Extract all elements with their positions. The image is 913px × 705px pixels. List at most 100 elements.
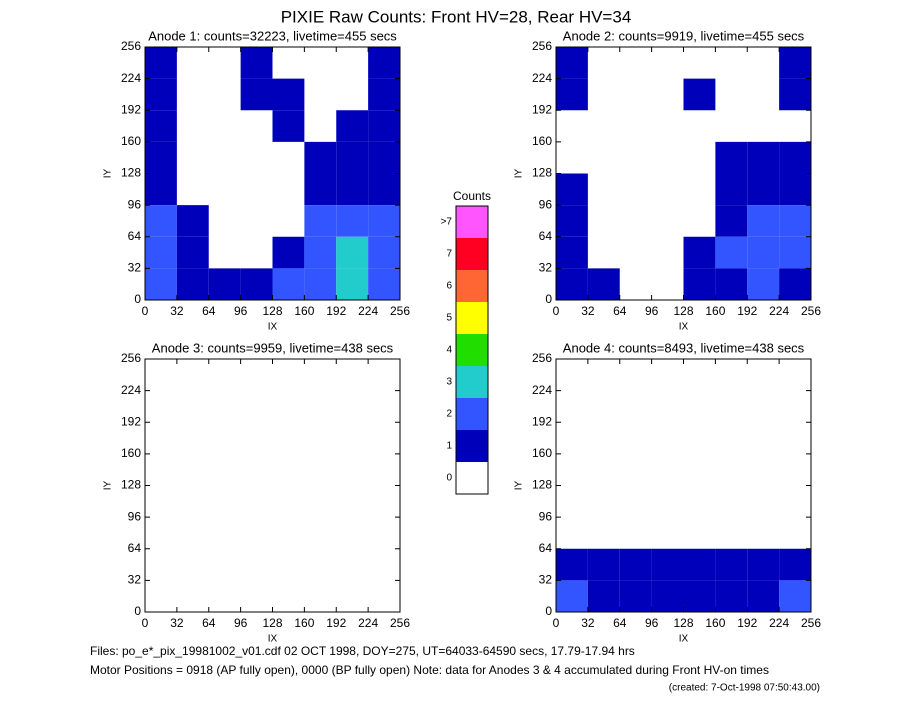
x-tick-label: 32 (170, 616, 184, 630)
heat-cell (556, 548, 588, 581)
colorbar-swatch (456, 430, 488, 462)
heat-cell (368, 78, 400, 111)
y-tick-label: 0 (545, 604, 552, 618)
heat-cell (368, 173, 400, 206)
colorbar-label: 4 (446, 345, 452, 356)
y-tick-label: 0 (545, 292, 552, 306)
panel-title: Anode 3: counts=9959, livetime=438 secs (152, 340, 394, 355)
x-tick-label: 160 (294, 616, 314, 630)
heat-cell (747, 236, 780, 269)
figure-title: PIXIE Raw Counts: Front HV=28, Rear HV=3… (281, 7, 632, 26)
x-tick-label: 0 (142, 304, 149, 318)
note: (created: 7-Oct-1998 07:50:43.00) (669, 683, 820, 694)
heat-cell (556, 47, 588, 79)
heat-cell (747, 141, 780, 174)
heat-cell (619, 548, 652, 581)
heat-cell (683, 548, 716, 581)
x-tick-label: 64 (613, 616, 627, 630)
colorbar-label: >7 (441, 217, 453, 228)
x-tick-label: 256 (801, 616, 821, 630)
colorbar-swatch (456, 366, 488, 398)
heat-cell (779, 205, 811, 237)
y-tick-label: 256 (532, 39, 552, 53)
x-tick-label: 192 (326, 616, 346, 630)
heat-cell (176, 268, 209, 300)
heat-cell (145, 110, 177, 142)
y-tick-label: 96 (539, 509, 553, 523)
heat-cell (747, 205, 780, 237)
heat-cell (240, 78, 273, 111)
y-tick-label: 224 (532, 383, 552, 397)
heat-cell (368, 141, 400, 174)
y-tick-label: 192 (121, 414, 141, 428)
heat-cell (587, 548, 620, 581)
y-tick-label: 64 (539, 229, 553, 243)
y-tick-label: 128 (121, 166, 141, 180)
x-tick-label: 192 (737, 616, 757, 630)
heat-cell (779, 78, 811, 111)
heat-cell (651, 548, 684, 581)
heat-cell (556, 78, 588, 111)
colorbar-swatch (456, 270, 488, 302)
y-tick-label: 160 (121, 446, 141, 460)
heat-cell (587, 580, 620, 612)
y-axis-label: IY (103, 480, 114, 490)
y-tick-label: 64 (128, 541, 142, 555)
heat-cell (747, 548, 780, 581)
heat-cell (556, 236, 588, 269)
colorbar-label: 7 (446, 249, 452, 260)
colorbar-swatch (456, 462, 488, 494)
heat-cell (272, 110, 305, 142)
heat-cell (336, 268, 369, 300)
heat-cell (145, 47, 177, 79)
y-tick-label: 32 (539, 261, 553, 275)
heat-cell (145, 173, 177, 206)
heat-cell (336, 110, 369, 142)
y-tick-label: 0 (134, 292, 141, 306)
heat-cell (715, 141, 748, 174)
heat-cell (368, 110, 400, 142)
heat-cell (715, 548, 748, 581)
colorbar-label: 3 (446, 377, 452, 388)
heat-cell (145, 236, 177, 269)
heat-cell (368, 236, 400, 269)
x-tick-label: 0 (142, 616, 149, 630)
heat-cell (587, 268, 620, 300)
heat-cell (304, 173, 337, 206)
heat-cell (619, 580, 652, 612)
heat-cell (304, 268, 337, 300)
y-tick-label: 224 (121, 383, 141, 397)
heat-cell (240, 47, 273, 79)
colorbar-swatch (456, 334, 488, 366)
x-tick-label: 224 (358, 304, 378, 318)
heat-cell (368, 268, 400, 300)
heat-cell (779, 236, 811, 269)
heat-cell (683, 236, 716, 269)
x-tick-label: 256 (801, 304, 821, 318)
heat-cell (556, 268, 588, 300)
heat-cell (368, 47, 400, 79)
heat-cell (747, 268, 780, 300)
x-tick-label: 224 (769, 616, 789, 630)
y-tick-label: 32 (539, 573, 553, 587)
heat-cell (556, 205, 588, 237)
y-tick-label: 160 (532, 134, 552, 148)
colorbar-swatch (456, 302, 488, 334)
colorbar-swatch (456, 206, 488, 238)
panel-title: Anode 1: counts=32223, livetime=455 secs (148, 28, 397, 43)
heat-cell (304, 236, 337, 269)
y-axis-label: IY (103, 168, 114, 178)
y-tick-label: 128 (532, 478, 552, 492)
heat-cell (779, 580, 811, 612)
y-tick-label: 0 (134, 604, 141, 618)
y-tick-label: 128 (121, 478, 141, 492)
y-tick-label: 32 (128, 261, 142, 275)
heat-cell (715, 268, 748, 300)
heat-cell (556, 580, 588, 612)
heat-cell (336, 205, 369, 237)
panel-title: Anode 2: counts=9919, livetime=455 secs (563, 28, 805, 43)
colorbar-frame (455, 205, 489, 495)
y-axis-label: IY (514, 480, 525, 490)
